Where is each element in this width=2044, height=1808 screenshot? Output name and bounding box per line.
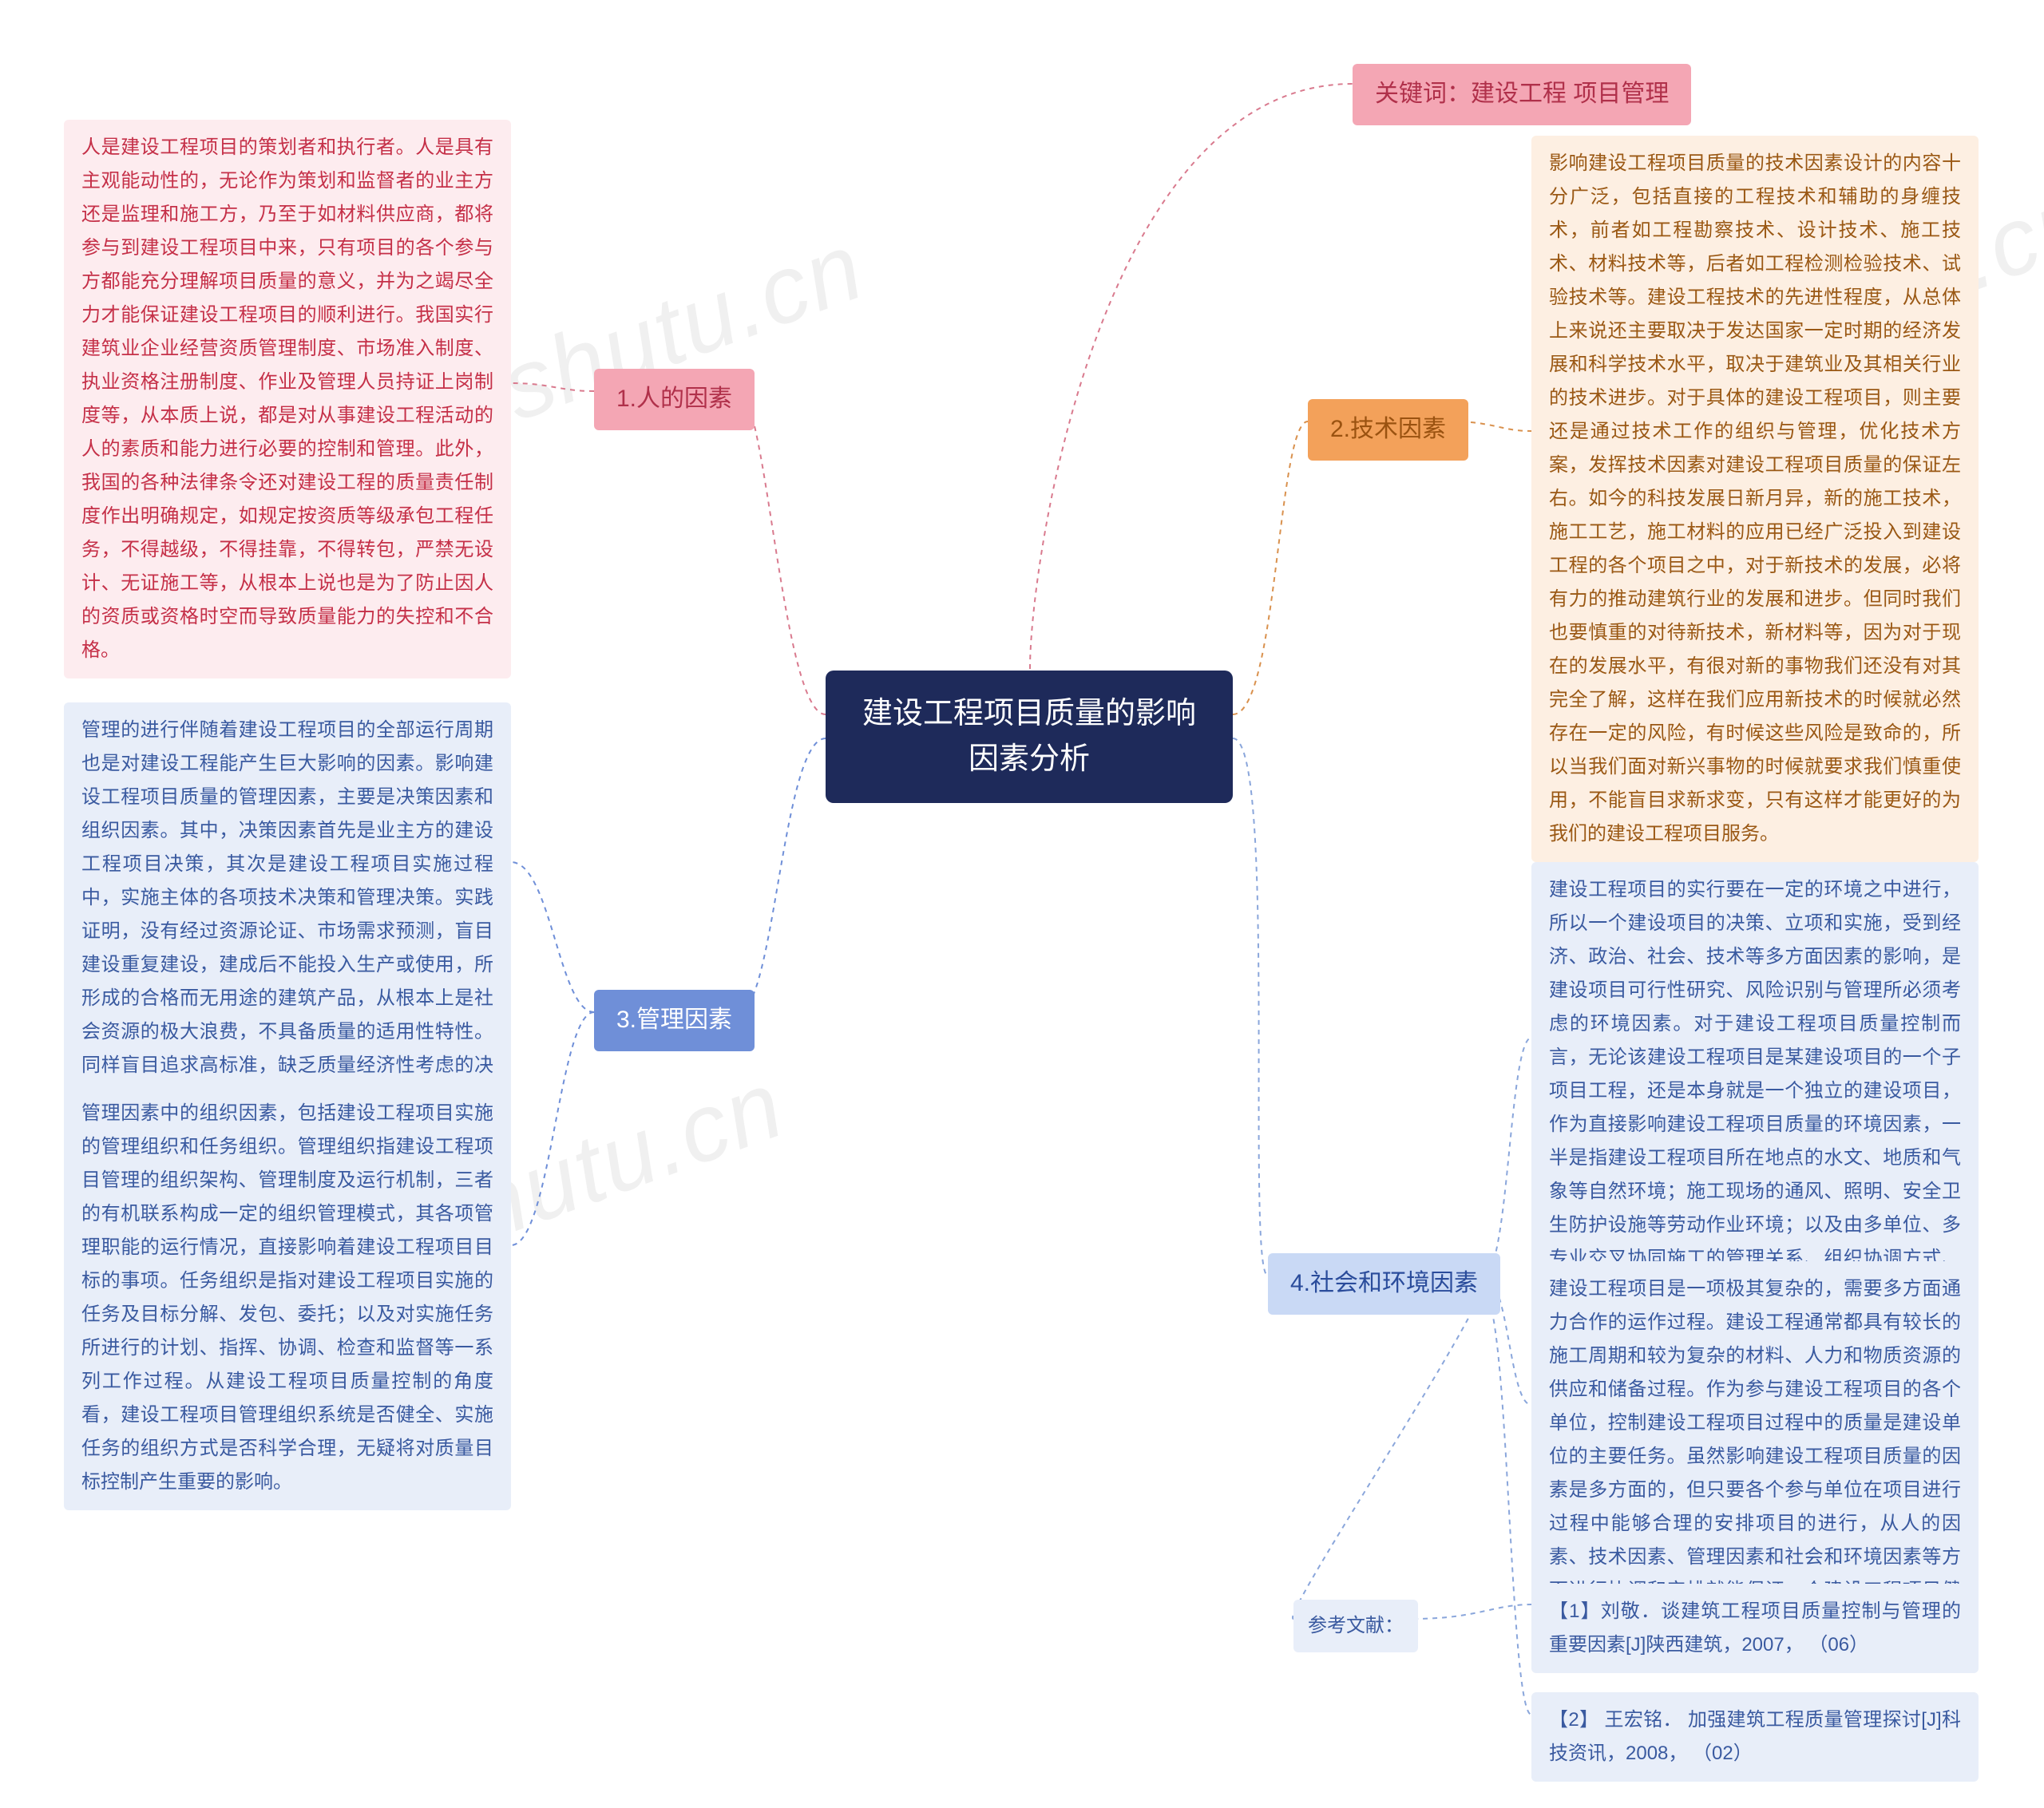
leaf-references-label: 参考文献：: [1293, 1600, 1418, 1652]
leaf-reference-1: 【1】刘敬．谈建筑工程项目质量控制与管理的重要因素[J]陕西建筑，2007， （…: [1531, 1584, 1979, 1673]
center-line2: 因素分析: [969, 742, 1090, 776]
branch-keywords: 关键词：建设工程 项目管理: [1353, 64, 1691, 125]
branch-social-env-factor: 4.社会和环境因素: [1268, 1253, 1500, 1315]
branch-human-factor: 1.人的因素: [594, 369, 755, 430]
leaf-reference-2: 【2】 王宏铭． 加强建筑工程质量管理探讨[J]科技资讯，2008， （02）: [1531, 1692, 1979, 1782]
center-line1: 建设工程项目质量的影响: [862, 697, 1196, 730]
leaf-tech-detail: 影响建设工程项目质量的技术因素设计的内容十分广泛，包括直接的工程技术和辅助的身缠…: [1531, 136, 1979, 862]
center-node: 建设工程项目质量的影响 因素分析: [826, 671, 1233, 803]
branch-management-factor: 3.管理因素: [594, 990, 755, 1051]
branch-tech-factor: 2.技术因素: [1308, 399, 1468, 461]
leaf-management-detail-a: 管理的进行伴随着建设工程项目的全部运行周期也是对建设工程能产生巨大影响的因素。影…: [64, 702, 511, 1127]
leaf-management-detail-b: 管理因素中的组织因素，包括建设工程项目实施的管理组织和任务组织。管理组织指建设工…: [64, 1086, 511, 1510]
leaf-human-detail: 人是建设工程项目的策划者和执行者。人是具有主观能动性的，无论作为策划和监督者的业…: [64, 120, 511, 678]
